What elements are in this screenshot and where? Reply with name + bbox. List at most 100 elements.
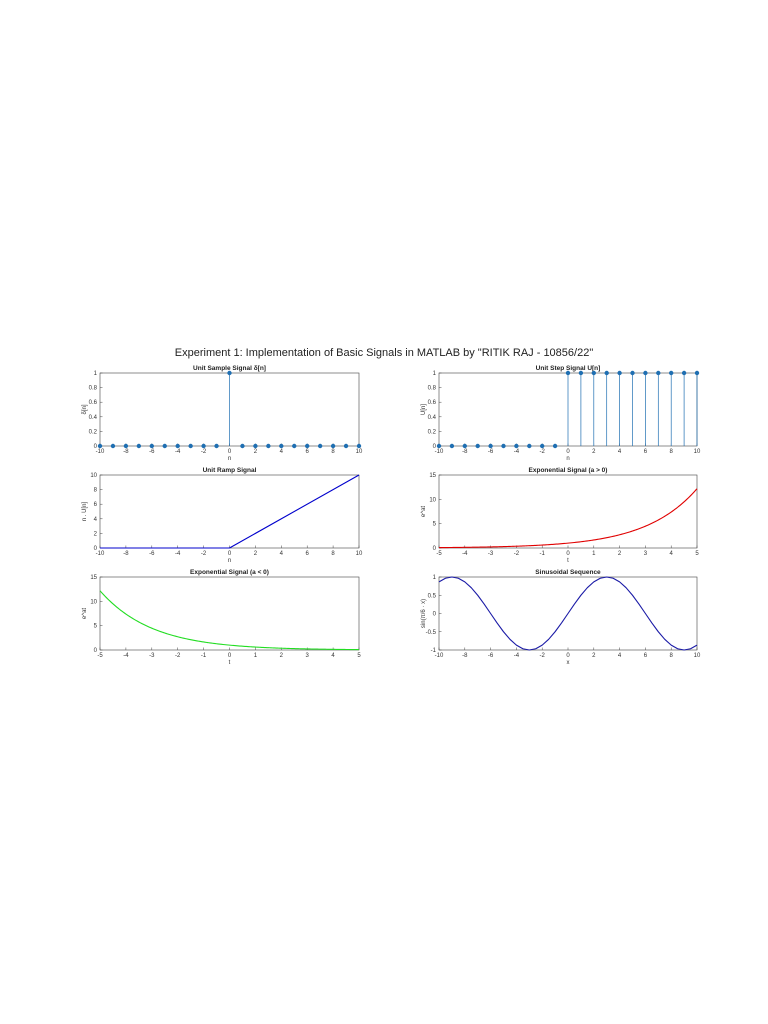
x-tick-label: 6 (644, 653, 648, 659)
stem-marker (136, 443, 142, 449)
x-tick-label: 4 (280, 449, 284, 455)
chart-title: Sinusoidal Sequence (535, 569, 601, 576)
x-tick-label: -4 (175, 449, 181, 455)
stem-marker (681, 370, 687, 376)
x-tick-label: 6 (306, 551, 310, 557)
y-tick-label: 15 (90, 575, 97, 581)
x-tick-label: -4 (175, 551, 181, 557)
axes-box (99, 474, 360, 549)
y-tick-label: 0.8 (89, 386, 98, 392)
x-tick-label: -6 (488, 653, 494, 659)
x-tick-label: -2 (540, 449, 546, 455)
x-tick-label: 10 (694, 449, 701, 455)
chart-title: Unit Sample Signal δ[n] (193, 365, 266, 372)
x-tick-label: 8 (331, 551, 335, 557)
chart-title: Unit Ramp Signal (203, 467, 257, 474)
x-tick-label: -10 (96, 551, 105, 557)
y-tick-label: 0.5 (428, 593, 437, 599)
y-tick-label: 0.2 (428, 429, 437, 435)
series-line (438, 576, 698, 651)
x-tick-label: -5 (436, 551, 442, 557)
chart-title: Unit Step Signal U[n] (536, 365, 601, 372)
x-tick-label: 8 (670, 653, 674, 659)
stem-marker (462, 443, 467, 449)
stem-marker (253, 443, 258, 449)
stem-marker (227, 370, 232, 376)
x-tick-label: 8 (331, 449, 335, 455)
y-tick-label: 0 (94, 648, 98, 654)
x-tick-label: 2 (592, 653, 596, 659)
x-tick-label: 4 (670, 551, 674, 557)
stem-marker (565, 370, 571, 376)
x-tick-label: 0 (566, 449, 570, 455)
y-tick-label: 10 (90, 473, 97, 479)
stem-marker (643, 370, 648, 376)
y-tick-label: 15 (429, 473, 436, 479)
x-tick-label: -10 (435, 653, 444, 659)
chart-unit-step: Unit Step Signal U[n]-10 -8 -6 -4 -2 0 2 4 6 8 100… (421, 365, 701, 462)
y-tick-label: 0 (433, 444, 437, 450)
series-line (99, 590, 360, 651)
stem-marker (110, 443, 116, 449)
x-tick-label: -8 (123, 449, 129, 455)
x-tick-label: 2 (254, 449, 258, 455)
y-axis-label: sin(π/6 · x) (421, 599, 427, 628)
x-tick-label: 2 (254, 551, 258, 557)
stem-marker (149, 443, 154, 449)
x-tick-label: -6 (149, 449, 155, 455)
figure-title: Experiment 1: Implementation of Basic Si… (174, 347, 594, 359)
stem-marker (266, 443, 271, 449)
stem-marker (356, 443, 362, 449)
x-tick-label: -10 (96, 449, 105, 455)
y-tick-label: 0.6 (428, 400, 437, 406)
y-axis-label: δ[n] (82, 404, 88, 414)
x-tick-label: 4 (618, 653, 622, 659)
x-tick-label: -10 (435, 449, 444, 455)
y-tick-label: 0 (433, 546, 437, 552)
x-tick-label: 0 (228, 653, 232, 659)
stem-marker (305, 443, 310, 449)
stem-marker (201, 443, 206, 449)
x-tick-label: -4 (514, 653, 520, 659)
stem-marker (591, 370, 596, 376)
stem-marker (188, 443, 193, 449)
stem-marker (552, 443, 558, 449)
chart-unit-sample: Unit Sample Signal δ[n] -10 -8 -6 -4 -2 0 2 4 6 8 1… (82, 365, 363, 462)
y-axis-label: e^at (82, 608, 88, 619)
x-tick-label: -3 (149, 653, 155, 659)
x-tick-label: 2 (592, 449, 596, 455)
x-tick-label: -1 (201, 653, 207, 659)
x-tick-label: -1 (540, 551, 546, 557)
stem-marker (656, 370, 661, 376)
stem-marker (475, 443, 480, 449)
chart-sinusoid: Sinusoidal Sequence-10 -8 -6 -4 -2 0 2 4 6 8 10-1-… (421, 569, 701, 666)
y-tick-label: 0.2 (89, 429, 98, 435)
stem-marker (162, 443, 167, 449)
x-tick-label: 5 (695, 551, 699, 557)
stem-marker (317, 443, 323, 449)
stem-marker (617, 370, 622, 376)
stem-marker (578, 370, 584, 376)
y-axis-label: e^at (421, 506, 427, 517)
x-tick-label: -6 (149, 551, 155, 557)
x-tick-label: 4 (280, 551, 284, 557)
y-tick-label: 4 (94, 517, 98, 523)
y-tick-label: 8 (94, 488, 98, 494)
x-tick-label: -2 (175, 653, 181, 659)
chart-exp-negative: Exponential Signal (a < 0) -5 -4 -3 -2 -1 0 1 2 3… (82, 569, 361, 666)
y-tick-label: 5 (94, 624, 98, 630)
stem-marker (436, 443, 442, 449)
x-tick-label: 3 (644, 551, 648, 557)
x-tick-label: -8 (123, 551, 129, 557)
y-tick-label: -0.5 (426, 630, 437, 636)
x-tick-label: -2 (201, 449, 207, 455)
x-tick-label: -5 (97, 653, 103, 659)
x-axis-label: n (566, 456, 569, 462)
y-tick-label: 0.8 (428, 386, 437, 392)
stem-marker (449, 443, 455, 449)
stem-marker (214, 443, 219, 449)
x-tick-label: -4 (462, 551, 468, 557)
x-tick-label: 2 (618, 551, 622, 557)
x-tick-label: 1 (254, 653, 258, 659)
